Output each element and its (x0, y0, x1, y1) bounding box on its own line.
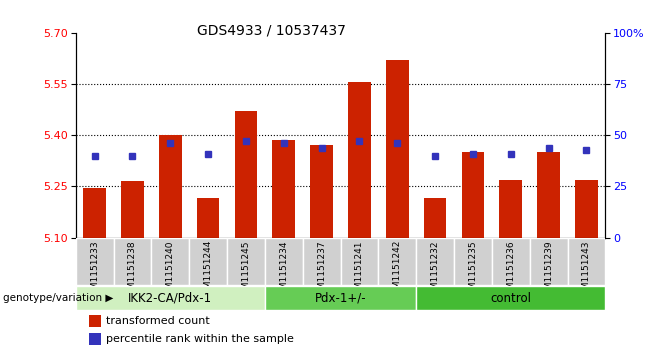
Bar (499, 180, 522, 238)
Bar (417, 286, 605, 310)
Text: GSM1151240: GSM1151240 (166, 240, 175, 301)
Text: transformed count: transformed count (106, 316, 210, 326)
Text: GSM1151242: GSM1151242 (393, 240, 402, 301)
Bar (227, 238, 265, 285)
Bar (386, 60, 409, 238)
Bar (378, 238, 416, 285)
Text: GSM1151243: GSM1151243 (582, 240, 591, 301)
Bar (311, 146, 333, 238)
Text: GSM1151245: GSM1151245 (241, 240, 251, 301)
Bar (272, 140, 295, 238)
Text: GSM1151234: GSM1151234 (279, 240, 288, 301)
Bar (121, 182, 143, 238)
Bar (575, 180, 597, 238)
Bar (454, 238, 492, 285)
Bar (265, 238, 303, 285)
Bar (417, 238, 454, 285)
Text: control: control (490, 291, 531, 305)
Text: GSM1151236: GSM1151236 (506, 240, 515, 301)
Bar (348, 82, 370, 238)
Text: GSM1151239: GSM1151239 (544, 240, 553, 301)
Text: GSM1151235: GSM1151235 (468, 240, 478, 301)
Text: genotype/variation ▶: genotype/variation ▶ (3, 293, 114, 303)
Bar (190, 238, 227, 285)
Bar (76, 238, 113, 285)
Bar (537, 152, 560, 238)
Bar (151, 238, 190, 285)
Bar (235, 111, 257, 238)
Bar (492, 238, 530, 285)
Bar (76, 286, 265, 310)
Text: GSM1151232: GSM1151232 (430, 240, 440, 301)
Text: GSM1151241: GSM1151241 (355, 240, 364, 301)
Text: percentile rank within the sample: percentile rank within the sample (106, 334, 294, 344)
Bar (462, 152, 484, 238)
Bar (424, 199, 446, 238)
Text: IKK2-CA/Pdx-1: IKK2-CA/Pdx-1 (128, 291, 213, 305)
Text: GSM1151244: GSM1151244 (203, 240, 213, 301)
Bar (303, 238, 341, 285)
Bar (114, 238, 151, 285)
Bar (567, 238, 605, 285)
Text: Pdx-1+/-: Pdx-1+/- (315, 291, 367, 305)
Text: GDS4933 / 10537437: GDS4933 / 10537437 (197, 24, 346, 38)
Bar (341, 238, 378, 285)
Bar (530, 238, 568, 285)
Bar (265, 286, 417, 310)
Text: GSM1151238: GSM1151238 (128, 240, 137, 301)
Text: GSM1151237: GSM1151237 (317, 240, 326, 301)
Bar (197, 199, 220, 238)
Bar (83, 188, 106, 238)
Text: GSM1151233: GSM1151233 (90, 240, 99, 301)
Bar (159, 135, 182, 238)
